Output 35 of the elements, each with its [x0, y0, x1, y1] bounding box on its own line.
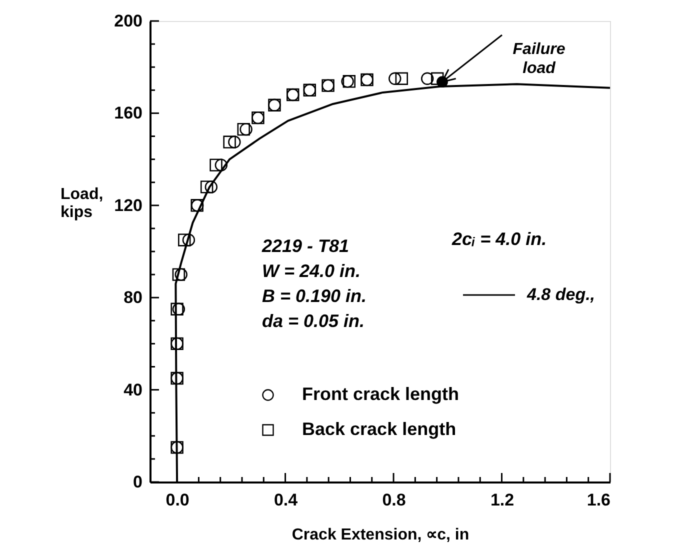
point: [204, 180, 218, 194]
point: [172, 268, 186, 281]
annotation: 2cᵢ = 4.0 in.: [451, 229, 547, 249]
legend-label: Back crack length: [302, 419, 456, 439]
annotation: 2219 - T81 W = 24.0 in. B = 0.190 in. da = 0.05 in.: [261, 236, 367, 331]
x-tick-label: 0.0: [166, 490, 190, 510]
x-tick-label: 1.6: [586, 490, 610, 510]
y-tick-label: 160: [114, 104, 142, 123]
point: [237, 122, 250, 136]
x-tick-label: 0.4: [274, 490, 298, 510]
point: [431, 72, 444, 85]
legend-label: 4.8 deg.,: [526, 285, 596, 304]
x-tick-label: 0.8: [382, 490, 406, 510]
x-tick-label: 1.2: [490, 490, 514, 510]
y-axis-title: Load, kips: [60, 186, 104, 221]
y-tick-label: 0: [133, 472, 142, 492]
point: [388, 72, 402, 85]
x-axis-title: Crack Extension, ∝c, in: [292, 526, 470, 544]
point: [182, 234, 196, 246]
point: [223, 136, 236, 148]
point: [174, 268, 188, 281]
point: [421, 72, 434, 85]
point: [240, 122, 252, 136]
point: [228, 136, 241, 148]
y-tick-label: 120: [114, 196, 142, 215]
point: [395, 72, 408, 85]
y-tick-label: 40: [124, 380, 142, 400]
point: [200, 180, 214, 194]
point: [210, 158, 222, 172]
annotation: Failure load: [512, 41, 566, 77]
y-tick-label: 80: [124, 288, 142, 308]
legend-label: Front crack length: [302, 384, 460, 404]
point: [178, 234, 191, 246]
y-tick-label: 200: [114, 12, 142, 30]
point: [214, 158, 228, 172]
